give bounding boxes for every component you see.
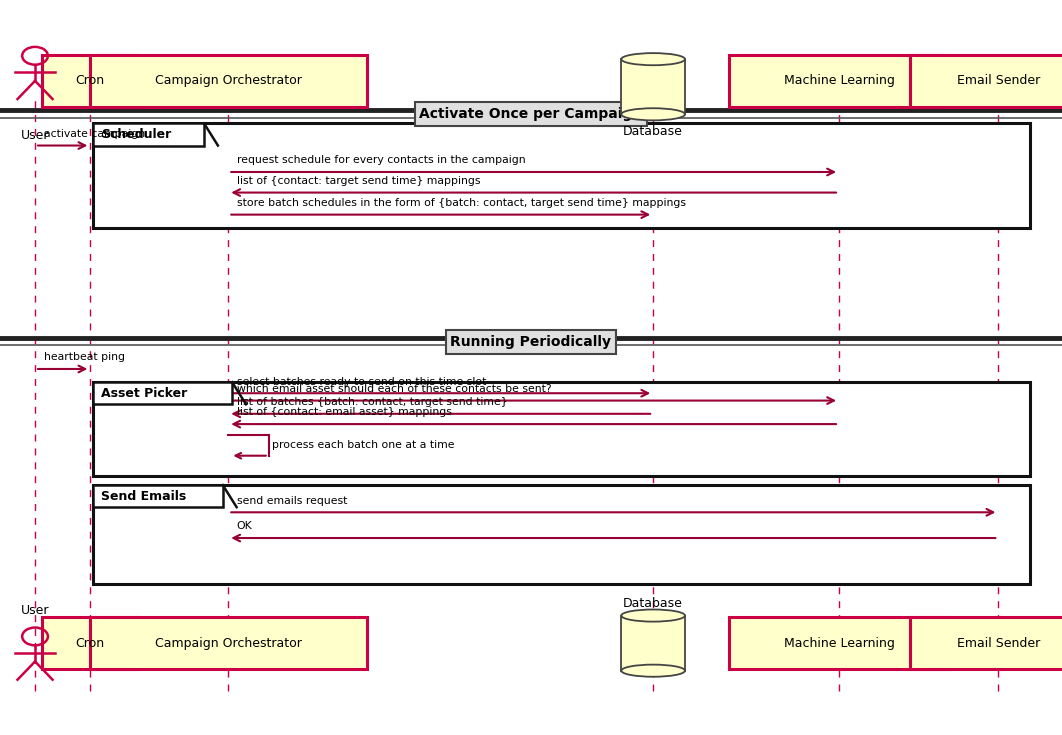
FancyBboxPatch shape xyxy=(42,55,138,107)
FancyBboxPatch shape xyxy=(910,55,1062,107)
Bar xyxy=(93,485,1030,584)
Ellipse shape xyxy=(621,108,685,121)
Text: Email Sender: Email Sender xyxy=(957,74,1040,87)
Text: Cron: Cron xyxy=(75,74,105,87)
Text: Database: Database xyxy=(623,125,683,138)
Text: Database: Database xyxy=(623,597,683,610)
Text: User: User xyxy=(21,604,49,617)
Bar xyxy=(93,382,1030,476)
FancyBboxPatch shape xyxy=(90,55,366,107)
Ellipse shape xyxy=(621,609,685,622)
Text: send emails request: send emails request xyxy=(237,495,347,506)
Bar xyxy=(93,382,233,404)
Text: OK: OK xyxy=(237,521,253,531)
Text: Send Emails: Send Emails xyxy=(101,490,186,503)
Bar xyxy=(93,123,204,146)
Ellipse shape xyxy=(621,664,685,677)
Text: Machine Learning: Machine Learning xyxy=(784,74,894,87)
FancyBboxPatch shape xyxy=(42,617,138,669)
FancyBboxPatch shape xyxy=(910,617,1062,669)
Text: list of {contact: email asset} mappings: list of {contact: email asset} mappings xyxy=(237,407,451,417)
Bar xyxy=(93,123,1030,228)
Text: User: User xyxy=(21,129,49,142)
Text: Campaign Orchestrator: Campaign Orchestrator xyxy=(155,637,302,650)
Text: request schedule for every contacts in the campaign: request schedule for every contacts in t… xyxy=(237,155,526,165)
Text: Machine Learning: Machine Learning xyxy=(784,637,894,650)
FancyBboxPatch shape xyxy=(729,617,949,669)
Text: Asset Picker: Asset Picker xyxy=(101,387,187,400)
Text: heartbeat ping: heartbeat ping xyxy=(44,352,124,362)
Text: activate campaign: activate campaign xyxy=(44,129,144,139)
Ellipse shape xyxy=(621,53,685,65)
Text: store batch schedules in the form of {batch: contact, target send time} mappings: store batch schedules in the form of {ba… xyxy=(237,198,686,208)
Text: Campaign Orchestrator: Campaign Orchestrator xyxy=(155,74,302,87)
Text: which email asset should each of these contacts be sent?: which email asset should each of these c… xyxy=(237,384,551,394)
Text: process each batch one at a time: process each batch one at a time xyxy=(272,440,455,451)
Text: Activate Once per Campaign: Activate Once per Campaign xyxy=(419,107,643,121)
FancyBboxPatch shape xyxy=(729,55,949,107)
Text: list of {contact: target send time} mappings: list of {contact: target send time} mapp… xyxy=(237,176,480,186)
Bar xyxy=(621,60,685,115)
Text: Running Periodically: Running Periodically xyxy=(450,334,612,349)
Text: Cron: Cron xyxy=(75,637,105,650)
Text: Scheduler: Scheduler xyxy=(101,128,171,141)
FancyBboxPatch shape xyxy=(90,617,366,669)
Bar xyxy=(93,485,223,507)
Text: select batches ready to send on this time slot: select batches ready to send on this tim… xyxy=(237,376,486,387)
Text: list of batches {batch: contact, target send time}: list of batches {batch: contact, target … xyxy=(237,397,508,407)
Bar xyxy=(621,616,685,670)
Text: Email Sender: Email Sender xyxy=(957,637,1040,650)
